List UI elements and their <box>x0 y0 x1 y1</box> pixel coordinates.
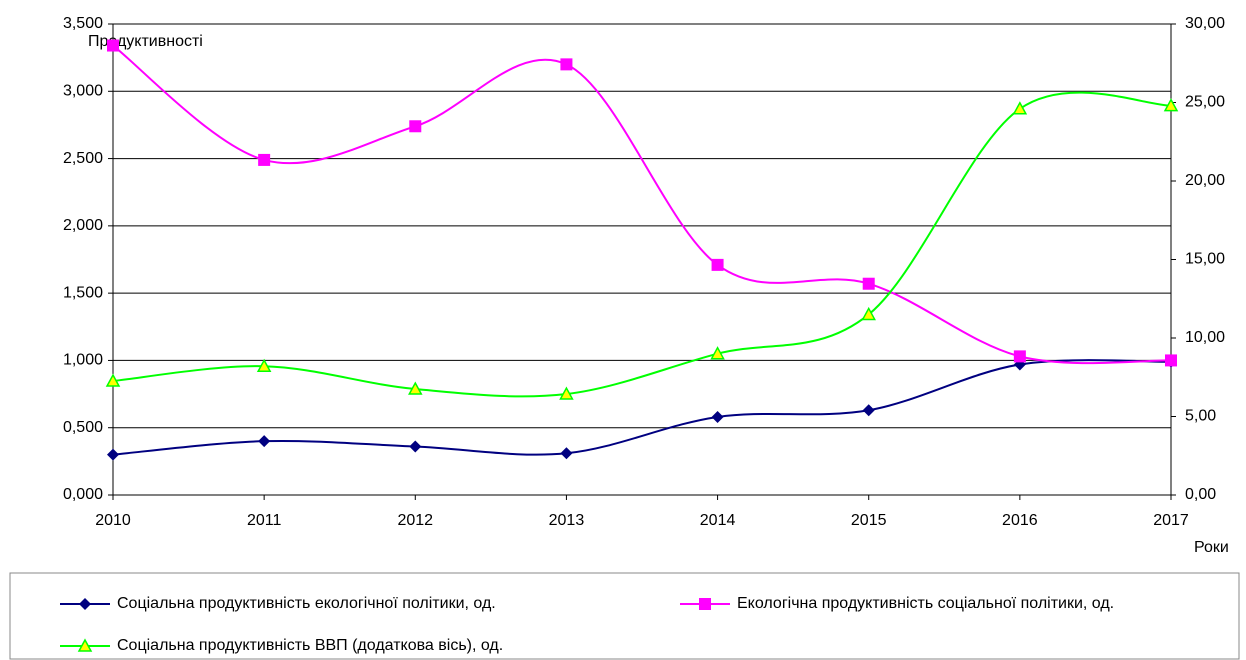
x-axis-label: Роки <box>1194 539 1229 556</box>
data-point <box>409 440 422 453</box>
data-point <box>107 39 119 52</box>
data-point <box>105 373 121 387</box>
y2-tick-label: 5,00 <box>1185 408 1216 425</box>
data-point <box>1012 101 1028 115</box>
x-tick-label: 2013 <box>549 512 585 529</box>
series-line <box>112 359 1172 456</box>
y-tick-label: 0,000 <box>63 486 103 503</box>
y-tick-label: 2,500 <box>63 150 103 167</box>
x-tick-label: 2014 <box>700 512 736 529</box>
data-point <box>1165 354 1177 367</box>
y-tick-label: 3,500 <box>63 15 103 32</box>
legend-marker <box>699 598 711 610</box>
legend-label: Екологічна продуктивність соціальної пол… <box>737 595 1114 612</box>
data-point <box>256 358 272 373</box>
data-point <box>258 435 271 448</box>
data-point <box>258 153 271 166</box>
series-line <box>112 44 1172 365</box>
data-point <box>711 258 724 271</box>
x-tick-label: 2011 <box>247 512 282 529</box>
legend-label: Соціальна продуктивність ВВП (додаткова … <box>117 637 503 654</box>
y-tick-label: 3,000 <box>63 83 103 100</box>
y2-tick-label: 10,00 <box>1185 329 1225 346</box>
legend-marker <box>79 598 91 610</box>
data-point <box>409 120 422 133</box>
y2-tick-label: 30,00 <box>1185 15 1225 32</box>
y-tick-label: 0,500 <box>63 419 103 436</box>
y2-tick-label: 25,00 <box>1185 94 1225 111</box>
y-axis-label: Продуктивності <box>88 33 203 50</box>
data-point <box>107 448 119 461</box>
x-tick-label: 2017 <box>1153 512 1189 529</box>
y2-tick-label: 0,00 <box>1185 486 1216 503</box>
data-point <box>711 410 724 423</box>
legend-box <box>9 572 1240 660</box>
x-tick-label: 2015 <box>851 512 887 529</box>
y2-tick-label: 15,00 <box>1185 251 1225 268</box>
x-tick-label: 2010 <box>95 512 131 529</box>
series-line <box>112 91 1172 398</box>
data-point <box>560 447 573 460</box>
y2-tick-label: 20,00 <box>1185 172 1225 189</box>
y-tick-label: 1,000 <box>63 352 103 369</box>
y-tick-label: 2,000 <box>63 217 103 234</box>
x-tick-label: 2016 <box>1002 512 1038 529</box>
data-point <box>1163 98 1179 112</box>
x-tick-label: 2012 <box>397 512 433 529</box>
data-point <box>710 346 725 360</box>
data-point <box>559 386 574 400</box>
data-point <box>560 58 573 71</box>
data-point <box>862 277 875 290</box>
y-tick-label: 1,500 <box>63 284 103 301</box>
data-point <box>1013 350 1026 363</box>
data-point <box>862 404 875 417</box>
legend-marker <box>77 638 93 652</box>
data-point <box>408 381 423 395</box>
legend-label: Соціальна продуктивність екологічної пол… <box>117 595 496 612</box>
data-point <box>861 306 876 321</box>
